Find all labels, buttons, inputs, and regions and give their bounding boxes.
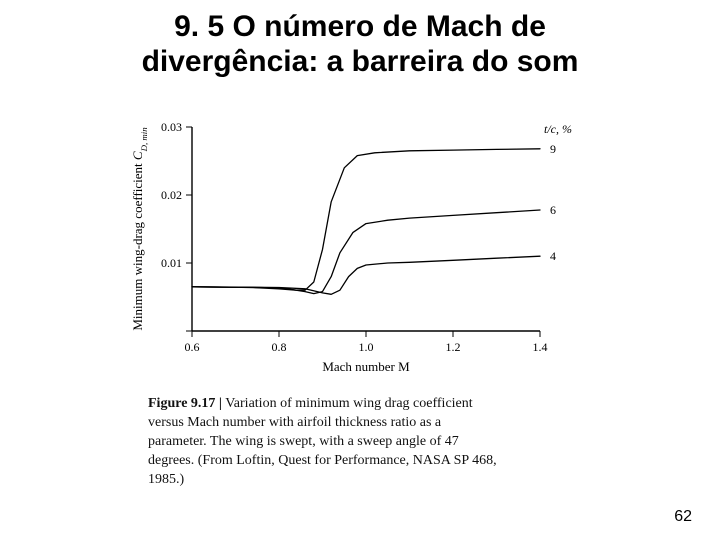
caption-lead: Figure 9.17 | (148, 396, 222, 411)
svg-text:0.01: 0.01 (161, 256, 182, 270)
page-number: 62 (674, 508, 692, 526)
svg-text:1.4: 1.4 (533, 340, 548, 354)
slide-title: 9. 5 O número de Mach de divergência: a … (0, 10, 720, 79)
title-line-2: divergência: a barreira do som (142, 45, 579, 78)
svg-text:Mach number M: Mach number M (322, 359, 410, 374)
svg-text:0.8: 0.8 (272, 340, 287, 354)
chart-figure: 0.01 0.02 0.03 0.6 0.8 1.0 1.2 1.4 Mach number M… (120, 115, 580, 375)
svg-text:9: 9 (550, 142, 556, 156)
svg-text:1.2: 1.2 (446, 340, 461, 354)
svg-text:0.6: 0.6 (185, 340, 200, 354)
svg-text:6: 6 (550, 203, 556, 217)
figure-caption: Figure 9.17 | Variation of minimum wing … (148, 395, 498, 489)
svg-text:0.03: 0.03 (161, 120, 182, 134)
svg-text:Minimum wing-drag coefficient: Minimum wing-drag coefficient CD, min (130, 127, 149, 331)
svg-text:0.02: 0.02 (161, 188, 182, 202)
svg-text:t/c, %: t/c, % (544, 122, 572, 136)
title-line-1: 9. 5 O número de Mach de (174, 10, 546, 43)
svg-text:4: 4 (550, 249, 556, 263)
svg-text:1.0: 1.0 (359, 340, 374, 354)
